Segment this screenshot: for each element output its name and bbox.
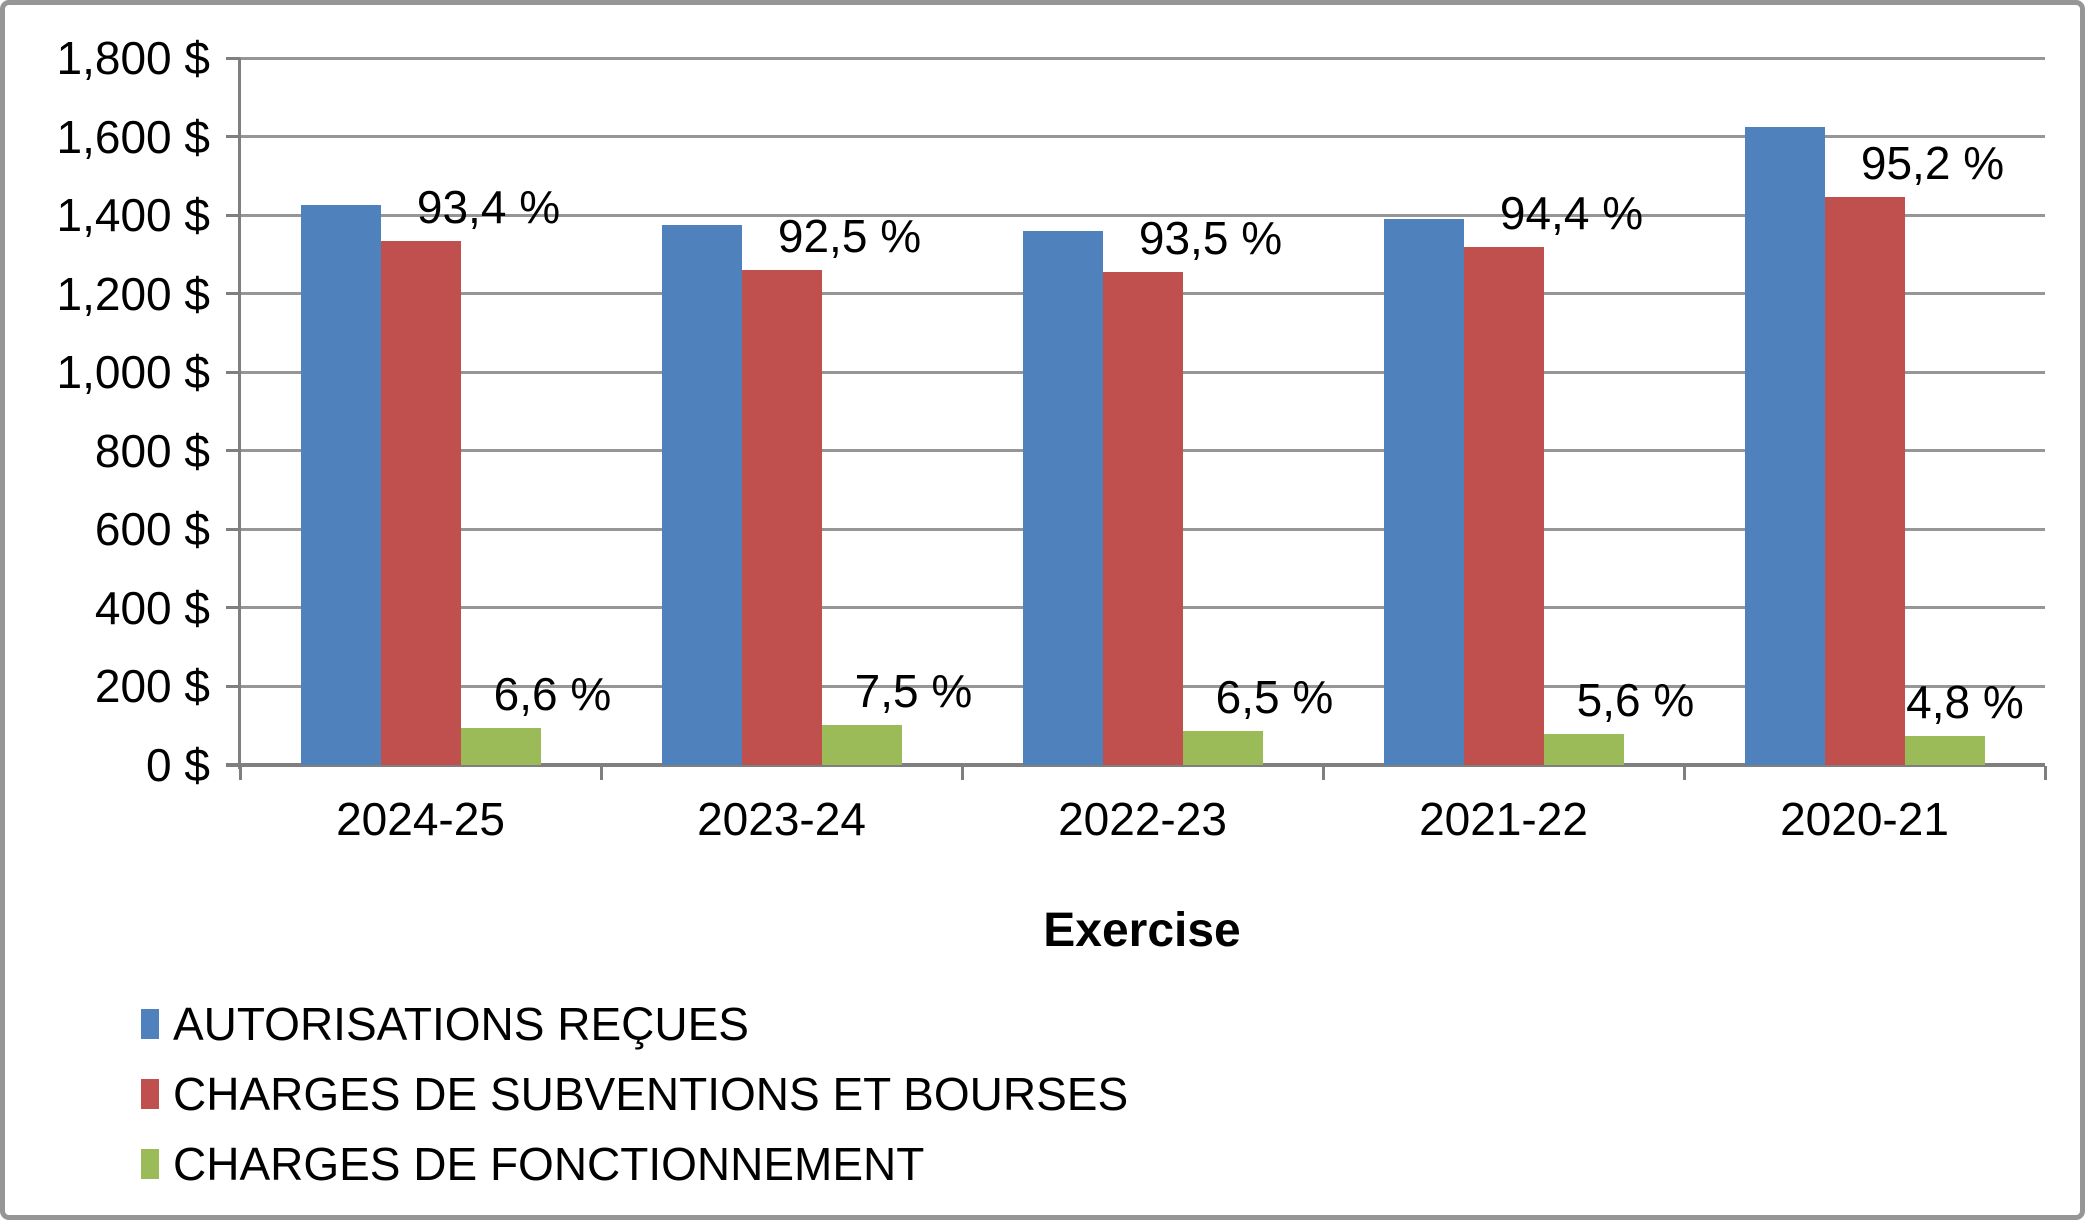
bar-subventions (741, 270, 822, 765)
data-label: 6,5 % (1215, 670, 1334, 723)
bar-autorisations (300, 205, 381, 765)
bar-subventions (1463, 246, 1544, 765)
y-axis-tick (226, 56, 240, 60)
y-axis-tick-label: 200 $ (94, 660, 210, 713)
x-axis-category-label: 2022-23 (1058, 793, 1227, 845)
y-axis-tick-label: 800 $ (94, 424, 210, 477)
y-axis-tick-label: 0 $ (146, 739, 210, 791)
data-label: 92,5 % (777, 210, 922, 263)
y-axis-tick (226, 213, 240, 217)
bar-autorisations (661, 224, 742, 765)
bar-fonctionnement (460, 728, 541, 765)
y-axis-tick (226, 292, 240, 296)
legend-swatch (141, 1009, 159, 1039)
x-axis-category-label: 2020-21 (1780, 793, 1949, 845)
legend-swatch (141, 1149, 159, 1179)
y-axis-tick-label: 1,200 $ (56, 267, 210, 320)
bar-fonctionnement (1543, 734, 1624, 765)
y-axis-tick-label: 1,400 $ (56, 189, 210, 242)
bar-fonctionnement (1904, 736, 1985, 765)
legend-item: CHARGES DE SUBVENTIONS ET BOURSES (141, 1071, 1128, 1117)
y-axis-tick-label: 400 $ (94, 581, 210, 634)
bar-autorisations (1744, 126, 1825, 765)
x-axis-category-label: 2023-24 (697, 793, 866, 845)
y-axis-tick (226, 370, 240, 374)
y-axis-tick (226, 449, 240, 453)
y-axis-tick-label: 600 $ (94, 503, 210, 556)
y-axis-tick (226, 135, 240, 139)
data-label: 94,4 % (1499, 186, 1644, 239)
bar-autorisations (1022, 230, 1103, 765)
x-axis-category-label: 2024-25 (336, 793, 505, 845)
data-label: 95,2 % (1860, 137, 2005, 190)
y-gridline (240, 135, 2045, 139)
bar-subventions (380, 240, 461, 765)
x-axis-tick (599, 766, 603, 780)
legend-label: CHARGES DE FONCTIONNEMENT (173, 1138, 925, 1190)
bar-subventions (1824, 197, 1905, 765)
y-axis-tick-label: 1,800 $ (56, 32, 210, 84)
y-axis-tick-label: 1,600 $ (56, 110, 210, 163)
legend-label: CHARGES DE SUBVENTIONS ET BOURSES (173, 1068, 1129, 1120)
data-label: 7,5 % (854, 664, 973, 717)
x-axis-tick (960, 766, 964, 780)
x-axis-tick (1321, 766, 1325, 780)
data-label: 5,6 % (1576, 674, 1695, 727)
legend-item: CHARGES DE FONCTIONNEMENT (141, 1141, 1128, 1187)
data-label: 93,5 % (1138, 212, 1283, 265)
legend-swatch (141, 1079, 159, 1109)
y-axis-tick-label: 1,000 $ (56, 346, 210, 399)
y-axis-line (238, 58, 241, 769)
legend-item: AUTORISATIONS REÇUES (141, 1001, 1128, 1047)
bar-subventions (1102, 272, 1183, 765)
x-axis-line (226, 763, 2045, 767)
data-label: 6,6 % (493, 668, 612, 721)
bar-fonctionnement (1182, 730, 1263, 765)
y-axis-tick (226, 606, 240, 610)
bar-fonctionnement (821, 724, 902, 765)
bar-autorisations (1383, 219, 1464, 765)
x-axis-category-label: 2021-22 (1419, 793, 1588, 845)
x-axis-tick (238, 766, 242, 780)
y-gridline (240, 56, 2045, 60)
y-gridline (240, 213, 2045, 217)
x-axis-title: Exercise (1043, 904, 1241, 957)
legend-label: AUTORISATIONS REÇUES (173, 998, 749, 1050)
data-label: 93,4 % (416, 180, 561, 233)
data-label: 4,8 % (1906, 676, 2024, 729)
x-axis-tick (2043, 766, 2047, 780)
y-axis-tick (226, 684, 240, 688)
legend: AUTORISATIONS REÇUES CHARGES DE SUBVENTIO… (141, 1001, 1128, 1211)
y-axis-tick (226, 527, 240, 531)
x-axis-tick (1682, 766, 1686, 780)
